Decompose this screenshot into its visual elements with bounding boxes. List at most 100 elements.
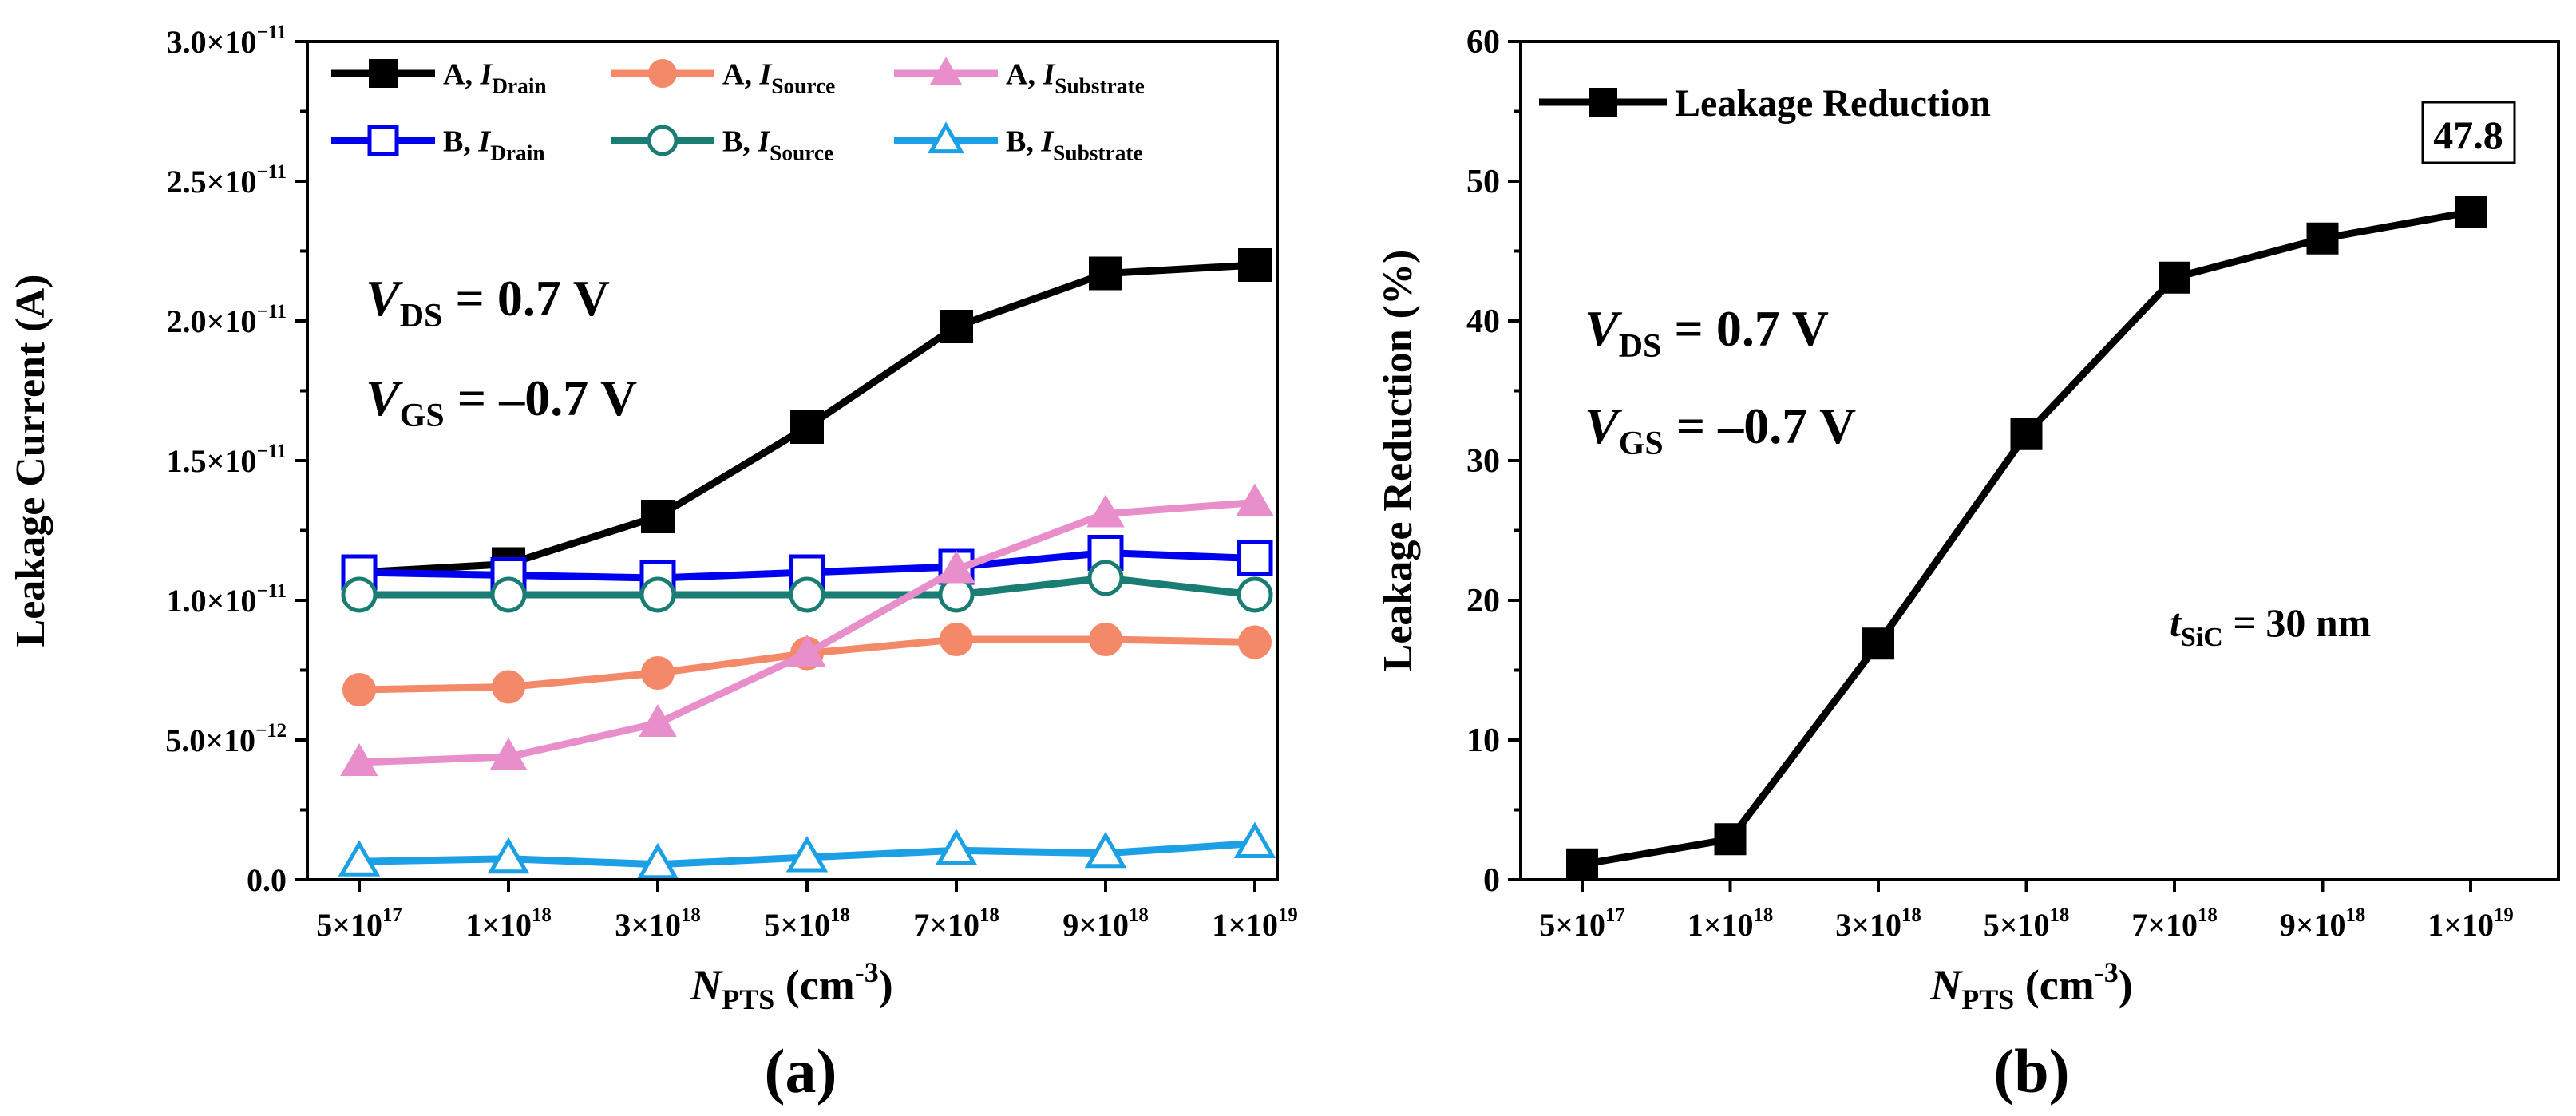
panel-b-x-axis: 5×1017 1×1018 3×1018 5×1018 7×1018 9×1018 1×10…: [1539, 880, 2514, 943]
series-6: [338, 821, 1276, 880]
data-point: [789, 576, 825, 613]
data-point: [639, 576, 676, 613]
x-tick-label: 5×1017: [316, 904, 402, 943]
panel-b: 5×1017 1×1018 3×1018 5×1018 7×1018 9×1018 1×10…: [1375, 24, 2560, 1106]
series-1: [1566, 196, 2487, 881]
panel-b-y-axis: 0 10 20 30 40 50 60: [1466, 24, 1521, 899]
data-point: [639, 703, 677, 737]
legend-item-5: A, ISubstrate: [894, 57, 1145, 98]
legend-label: A, ISubstrate: [1006, 57, 1145, 97]
data-point: [937, 550, 975, 584]
data-point: [790, 410, 824, 444]
data-point: [490, 576, 527, 613]
y-tick-label: 2.0×10−11: [167, 301, 287, 339]
data-point: [1238, 625, 1272, 659]
panel-b-x-axis-label: NPTS (cm-3): [1929, 956, 2132, 1015]
legend-item-6: B, ISubstrate: [894, 121, 1143, 165]
legend-marker: [648, 59, 677, 88]
panel-a-y-axis-label: Leakage Current (A): [8, 275, 53, 647]
y-tick-label: 60: [1466, 24, 1500, 61]
y-tick-label: 3.0×10−11: [167, 22, 287, 60]
y-tick-label: 5.0×10−12: [165, 720, 287, 758]
series-5: [340, 483, 1274, 776]
legend-item-1: Leakage Reduction: [1539, 82, 1991, 125]
panel-a-annotation-vgs: VGS = –0.7 V: [366, 370, 637, 434]
panel-a: 5×1017 1×1018 3×1018 5×1018 7×1018 9×1018 1×10…: [8, 22, 1298, 1106]
data-point: [2159, 261, 2190, 294]
x-tick-label: 1×1018: [1688, 904, 1774, 943]
legend-label: Leakage Reduction: [1675, 82, 1991, 125]
data-point: [935, 829, 978, 865]
legend-label: B, ISubstrate: [1006, 125, 1143, 164]
panel-b-callout: 47.8: [2433, 113, 2503, 157]
panel-b-y-axis-label: Leakage Reduction (%): [1375, 250, 1421, 672]
data-point: [940, 310, 973, 343]
data-point: [1862, 627, 1894, 660]
data-point: [1089, 256, 1122, 291]
panel-a-legend: A, IDrain B, IDrain A, ISource B, ISource A,…: [331, 57, 1145, 165]
y-tick-label: 10: [1466, 722, 1500, 759]
x-tick-label: 7×1018: [913, 904, 999, 943]
x-tick-label: 3×1018: [1835, 904, 1921, 943]
x-tick-label: 7×1018: [2131, 904, 2218, 943]
x-tick-label: 1×1018: [465, 904, 552, 943]
panel-b-annotation-vgs: VGS = –0.7 V: [1585, 398, 1856, 462]
legend-marker: [367, 125, 399, 156]
data-point: [2010, 418, 2043, 450]
x-tick-label: 1×1019: [1212, 904, 1298, 943]
data-point: [1238, 248, 1272, 282]
data-point: [487, 837, 530, 874]
panel-a-y-axis: 0.0 5.0×10−12 1.0×10−11 1.5×10−11 2.0×10−11 2…: [165, 22, 307, 898]
y-tick-label: 50: [1466, 164, 1500, 200]
data-point: [1714, 823, 1747, 856]
data-point: [338, 840, 381, 877]
panel-b-plot-frame: [1519, 40, 2560, 881]
panel-a-x-axis: 5×1017 1×1018 3×1018 5×1018 7×1018 9×1018 1×10…: [316, 880, 1298, 943]
panel-a-data-layer: [338, 248, 1276, 880]
panel-a-plot-frame: [306, 40, 1279, 881]
legend-marker: [369, 59, 398, 88]
data-point: [1087, 560, 1124, 596]
data-point: [938, 576, 975, 613]
y-tick-label: 0: [1483, 862, 1500, 899]
y-tick-label: 1.0×10−11: [167, 580, 287, 619]
legend-label: A, ISource: [722, 57, 835, 97]
legend-label: A, IDrain: [443, 57, 547, 97]
data-point: [2306, 222, 2339, 255]
y-tick-label: 2.5×10−11: [167, 161, 287, 200]
data-point: [641, 500, 675, 533]
data-point: [641, 656, 675, 690]
data-point: [636, 842, 679, 880]
panel-a-x-axis-label: NPTS (cm-3): [690, 956, 892, 1015]
y-tick-label: 40: [1466, 303, 1500, 340]
data-point: [1089, 623, 1122, 656]
data-point: [342, 673, 376, 706]
legend-item-3: A, ISource: [611, 57, 835, 98]
legend-marker: [1589, 88, 1617, 117]
data-point: [489, 737, 528, 770]
legend-marker: [927, 121, 965, 154]
legend-label: B, ISource: [722, 125, 833, 164]
panel-b-annotation-tsic: tSiC = 30 nm: [2170, 600, 2371, 652]
x-tick-label: 5×1018: [1984, 904, 2070, 943]
x-tick-label: 3×1018: [615, 904, 701, 943]
legend-marker: [929, 57, 963, 85]
data-point: [1086, 494, 1125, 528]
data-point: [1237, 576, 1273, 613]
x-tick-label: 9×1018: [1062, 904, 1149, 943]
y-tick-label: 20: [1466, 583, 1500, 619]
y-tick-label: 30: [1466, 443, 1500, 480]
y-tick-label: 1.5×10−11: [167, 441, 287, 479]
legend-item-1: A, IDrain: [331, 57, 547, 98]
data-point: [1084, 831, 1127, 869]
data-point: [1233, 821, 1276, 858]
panel-b-caption: (b): [1993, 1036, 2069, 1106]
data-point: [940, 623, 973, 656]
data-point: [788, 634, 826, 667]
legend-item-4: B, ISource: [611, 125, 833, 165]
data-point: [492, 670, 525, 704]
panel-b-annotation-vds: VDS = 0.7 V: [1585, 300, 1829, 365]
series-4: [341, 560, 1273, 613]
legend-marker: [647, 125, 679, 156]
